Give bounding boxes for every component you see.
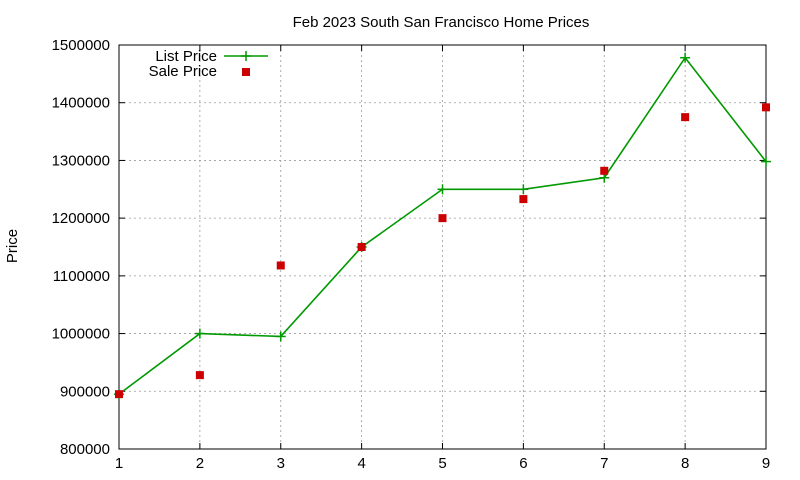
list-price-point <box>761 156 771 167</box>
sale-price-point <box>357 243 366 251</box>
y-tick-label: 1400000 <box>52 95 110 112</box>
x-tick-label: 6 <box>519 455 527 472</box>
sale-price-point <box>600 166 609 175</box>
y-tick-label: 1200000 <box>52 210 110 227</box>
x-tick-label: 9 <box>762 455 770 472</box>
legend-label-list-price: List Price <box>155 48 217 65</box>
x-tick-label: 7 <box>600 455 608 472</box>
x-tick-label: 8 <box>681 455 689 472</box>
sale-price-point <box>195 371 204 380</box>
x-tick-label: 5 <box>438 455 446 472</box>
y-tick-label: 900000 <box>60 383 110 400</box>
y-tick-label: 1500000 <box>52 37 110 54</box>
legend-marker-sale-price <box>242 68 250 76</box>
sale-price-point <box>762 103 770 112</box>
list-price-point <box>275 331 286 342</box>
list-price-point <box>518 184 529 195</box>
grid <box>119 45 766 449</box>
axis-ticks: 800000 900000 1000000 1100000 1200000 1300000… <box>52 37 771 472</box>
plot-frame <box>118 44 767 450</box>
legend-label-sale-price: Sale Price <box>149 63 217 80</box>
sale-price-point <box>276 261 285 270</box>
legend: List Price Sale Price <box>149 48 268 80</box>
list-price-point <box>680 52 691 63</box>
y-tick-label: 1300000 <box>52 152 110 169</box>
y-tick-label: 800000 <box>60 441 110 458</box>
x-tick-label: 1 <box>115 455 123 472</box>
chart-title: Feb 2023 South San Francisco Home Prices <box>293 14 590 31</box>
x-tick-label: 3 <box>277 455 285 472</box>
series-layer <box>114 52 771 400</box>
legend-sample-sale-price <box>242 68 250 76</box>
list-price-point <box>194 328 205 339</box>
x-tick-label: 2 <box>196 455 204 472</box>
legend-marker-list-price <box>241 51 251 61</box>
list-price-point <box>437 184 448 195</box>
sale-price-point <box>115 390 123 399</box>
y-tick-label: 1100000 <box>53 268 110 285</box>
sale-price-point <box>438 214 447 223</box>
sale-price-point <box>681 113 690 122</box>
x-tick-label: 4 <box>357 455 365 472</box>
y-tick-label: 1000000 <box>52 326 110 343</box>
sale-price-point <box>519 195 528 204</box>
legend-sample-list-price <box>224 51 268 61</box>
y-axis-label: Price <box>4 229 21 263</box>
